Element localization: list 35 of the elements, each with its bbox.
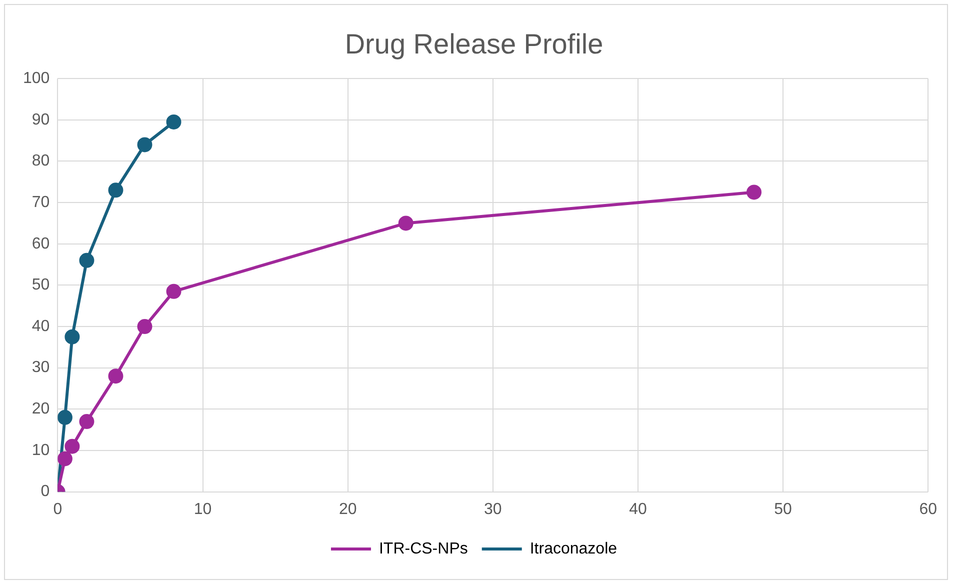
point (108, 182, 124, 198)
y-tick-label: 50 (32, 276, 50, 294)
point (108, 368, 124, 384)
x-tick-label: 40 (629, 500, 647, 518)
chart-title: Drug Release Profile (344, 28, 604, 60)
y-tick-label: 70 (32, 194, 50, 211)
point (58, 410, 72, 425)
point (746, 184, 762, 200)
x-tick-label: 30 (484, 500, 502, 518)
x-tick-label: 10 (194, 500, 212, 518)
y-tick-label: 90 (32, 111, 50, 128)
point (64, 438, 80, 454)
point (64, 329, 80, 344)
y-tick-label: 20 (32, 400, 50, 418)
x-tick-label: 0 (53, 500, 62, 518)
y-tick-label: 10 (32, 442, 50, 459)
y-tick-label: 80 (32, 152, 50, 170)
y-tick-label: 40 (32, 318, 50, 335)
legend-label: Itraconazole (530, 540, 618, 558)
point (398, 216, 414, 231)
y-tick-label: 0 (40, 483, 50, 500)
point (79, 252, 94, 268)
y-tick-label: 100 (22, 70, 50, 88)
y-tick-label: 60 (32, 235, 50, 252)
x-tick-label: 50 (774, 500, 792, 518)
point (137, 319, 152, 334)
point (166, 114, 182, 130)
point (58, 451, 72, 466)
point (79, 414, 94, 430)
point (166, 284, 182, 299)
x-tick-label: 20 (338, 500, 357, 518)
x-tick-label: 60 (919, 500, 938, 518)
y-tick-label: 30 (32, 359, 50, 376)
point (137, 137, 152, 152)
legend-label: ITR-CS-NPs (378, 540, 468, 558)
